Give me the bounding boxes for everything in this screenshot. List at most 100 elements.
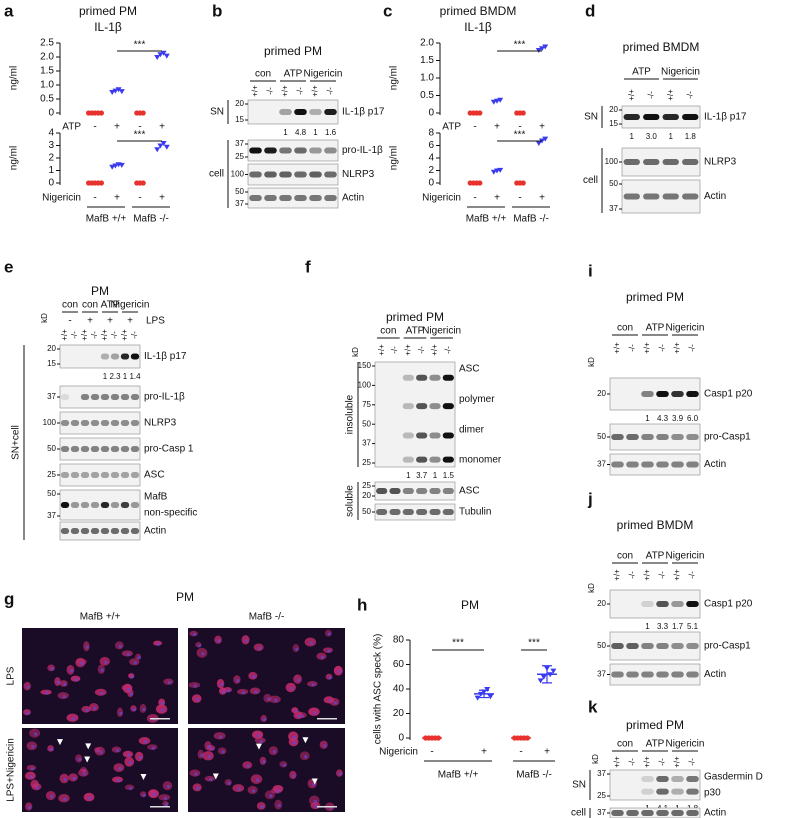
data-point xyxy=(154,147,161,153)
y-tick-label: 0.5 xyxy=(40,94,54,105)
section-label: SN xyxy=(572,780,586,791)
blot-band xyxy=(70,420,80,426)
blot-band xyxy=(120,472,130,478)
blot-band xyxy=(671,391,684,397)
panel-title: primed PM xyxy=(626,290,684,304)
data-point xyxy=(497,97,504,103)
blot-band xyxy=(686,461,699,468)
blot-band xyxy=(279,195,292,201)
band-quantification: 1.4 xyxy=(129,372,141,381)
y-tick-label: 80 xyxy=(393,635,405,646)
blot-band xyxy=(100,528,110,534)
band-label: Gasdermin D xyxy=(704,772,763,783)
blot-band xyxy=(656,601,669,607)
blot-band xyxy=(389,488,401,494)
nucleus xyxy=(292,774,296,778)
blot-band xyxy=(324,171,337,178)
blot-band xyxy=(626,643,639,649)
scale-bar xyxy=(150,806,170,808)
panel-letter: d xyxy=(585,1,595,20)
blot-band xyxy=(60,420,70,426)
panel-letter: a xyxy=(4,1,14,20)
genotype-label: +/+ xyxy=(613,569,622,581)
data-point xyxy=(118,162,125,168)
nucleus xyxy=(304,755,308,759)
blot-band xyxy=(90,394,100,400)
lane-group-label: con xyxy=(82,300,98,311)
treatment-sign: - xyxy=(473,193,476,204)
blot-band xyxy=(279,109,292,115)
blot-band xyxy=(90,502,100,508)
blot-band xyxy=(611,643,624,649)
nucleus xyxy=(26,711,30,715)
band-label: Actin xyxy=(342,193,364,204)
y-tick-label: 6 xyxy=(428,140,434,151)
blot-band xyxy=(60,502,70,508)
genotype-label: -/- xyxy=(688,571,697,579)
blot-band xyxy=(416,509,428,515)
panel-letter: j xyxy=(587,489,593,508)
data-point xyxy=(112,88,119,94)
band-quantification: 6.0 xyxy=(687,414,699,423)
genotype-label: -/- xyxy=(417,346,426,354)
blot-band xyxy=(611,810,624,816)
nucleus xyxy=(28,805,32,810)
blot-strip xyxy=(609,423,701,451)
blot-band xyxy=(279,147,292,154)
size-marker: 15 xyxy=(609,119,618,128)
blot-band xyxy=(641,643,654,649)
genotype-label: +/+ xyxy=(673,342,682,354)
blot-band xyxy=(416,432,428,439)
significance: *** xyxy=(134,130,146,141)
nucleus xyxy=(201,652,205,656)
band-label: pro-Casp1 xyxy=(704,432,751,443)
y-axis-label: ng/ml xyxy=(9,146,20,170)
band-quantification: 3.3 xyxy=(657,622,669,631)
genotype-label: -/- xyxy=(646,91,655,99)
blot-band xyxy=(643,193,660,200)
treatment-sign: + xyxy=(114,193,120,204)
genotype-label: -/- xyxy=(70,331,79,339)
genotype-label: +/+ xyxy=(403,344,412,356)
blot-band xyxy=(90,446,100,452)
genotype-label: -/- xyxy=(90,331,99,339)
nucleus xyxy=(128,761,132,765)
data-point xyxy=(98,110,104,116)
blot-band xyxy=(110,528,120,534)
genotype-label: +/+ xyxy=(281,85,290,97)
blot-band xyxy=(656,810,669,816)
blot-band xyxy=(671,461,684,468)
blot-band xyxy=(294,171,307,178)
blot-band xyxy=(130,502,140,508)
nucleus xyxy=(85,708,89,712)
band-label: polymer xyxy=(459,394,495,405)
band-quantification: 1.6 xyxy=(325,128,337,137)
nucleus xyxy=(167,681,172,685)
nucleus xyxy=(327,649,331,653)
blot-band xyxy=(623,193,640,200)
blot-band xyxy=(686,776,699,782)
size-marker: 37 xyxy=(47,511,56,520)
nucleus xyxy=(142,707,146,712)
nucleus xyxy=(126,652,130,657)
nucleus xyxy=(166,785,171,789)
nucleus xyxy=(333,701,338,705)
section-label: soluble xyxy=(345,485,356,517)
blot-band xyxy=(80,502,90,508)
blot-band xyxy=(671,776,684,782)
panel-letter: i xyxy=(588,261,593,280)
blot-band xyxy=(376,488,388,494)
band-label: Casp1 p20 xyxy=(704,599,753,610)
blot-band xyxy=(656,776,669,782)
blot-strip xyxy=(621,105,701,129)
blot-band xyxy=(130,420,140,426)
nucleus xyxy=(210,747,214,751)
nucleus xyxy=(119,711,123,715)
significance: *** xyxy=(452,638,464,649)
nucleus xyxy=(45,691,49,695)
treatment-sign: - xyxy=(138,122,141,133)
blot-band xyxy=(110,446,120,452)
treatment-sign: - xyxy=(518,193,521,204)
lane-group-label: con xyxy=(62,300,78,311)
nucleus xyxy=(260,805,264,809)
